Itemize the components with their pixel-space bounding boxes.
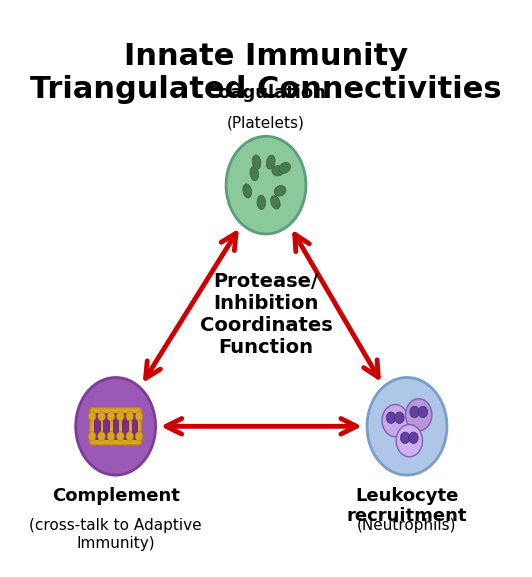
Circle shape bbox=[382, 404, 409, 437]
Text: Innate Immunity
Triangulated Connectivities: Innate Immunity Triangulated Connectivit… bbox=[30, 42, 502, 104]
Circle shape bbox=[117, 432, 124, 441]
Circle shape bbox=[107, 411, 115, 421]
Bar bbox=[113, 413, 119, 439]
FancyBboxPatch shape bbox=[90, 408, 142, 445]
Text: (Platelets): (Platelets) bbox=[227, 115, 305, 130]
Circle shape bbox=[401, 432, 410, 444]
Text: Coagulation: Coagulation bbox=[205, 84, 327, 102]
Circle shape bbox=[409, 432, 418, 444]
Text: Leukocyte
recruitment: Leukocyte recruitment bbox=[347, 486, 467, 526]
Ellipse shape bbox=[250, 167, 259, 181]
Ellipse shape bbox=[275, 186, 286, 196]
Text: (cross-talk to Adaptive
Immunity): (cross-talk to Adaptive Immunity) bbox=[29, 518, 202, 550]
Ellipse shape bbox=[267, 155, 275, 169]
Circle shape bbox=[226, 136, 306, 234]
Circle shape bbox=[107, 432, 115, 441]
Circle shape bbox=[76, 377, 155, 475]
Circle shape bbox=[126, 432, 134, 441]
Text: Protease/
Inhibition
Coordinates
Function: Protease/ Inhibition Coordinates Functio… bbox=[200, 272, 332, 357]
Bar bbox=[131, 413, 137, 439]
Circle shape bbox=[367, 377, 447, 475]
Ellipse shape bbox=[243, 184, 252, 198]
Circle shape bbox=[386, 412, 396, 424]
Circle shape bbox=[135, 411, 143, 421]
Circle shape bbox=[126, 411, 134, 421]
Circle shape bbox=[410, 406, 419, 418]
Circle shape bbox=[418, 406, 428, 418]
Circle shape bbox=[405, 399, 432, 431]
Bar bbox=[94, 413, 99, 439]
Circle shape bbox=[395, 412, 404, 424]
Circle shape bbox=[396, 425, 422, 457]
Text: Complement: Complement bbox=[52, 486, 180, 505]
Ellipse shape bbox=[272, 166, 284, 176]
Circle shape bbox=[98, 411, 105, 421]
Bar bbox=[103, 413, 109, 439]
Circle shape bbox=[88, 432, 96, 441]
Bar bbox=[122, 413, 128, 439]
Circle shape bbox=[135, 432, 143, 441]
Circle shape bbox=[117, 411, 124, 421]
Ellipse shape bbox=[279, 163, 290, 173]
Circle shape bbox=[88, 411, 96, 421]
Ellipse shape bbox=[271, 196, 280, 209]
Ellipse shape bbox=[257, 195, 265, 209]
Ellipse shape bbox=[252, 155, 261, 169]
Text: (Neutrophils): (Neutrophils) bbox=[357, 518, 456, 533]
Circle shape bbox=[98, 432, 105, 441]
